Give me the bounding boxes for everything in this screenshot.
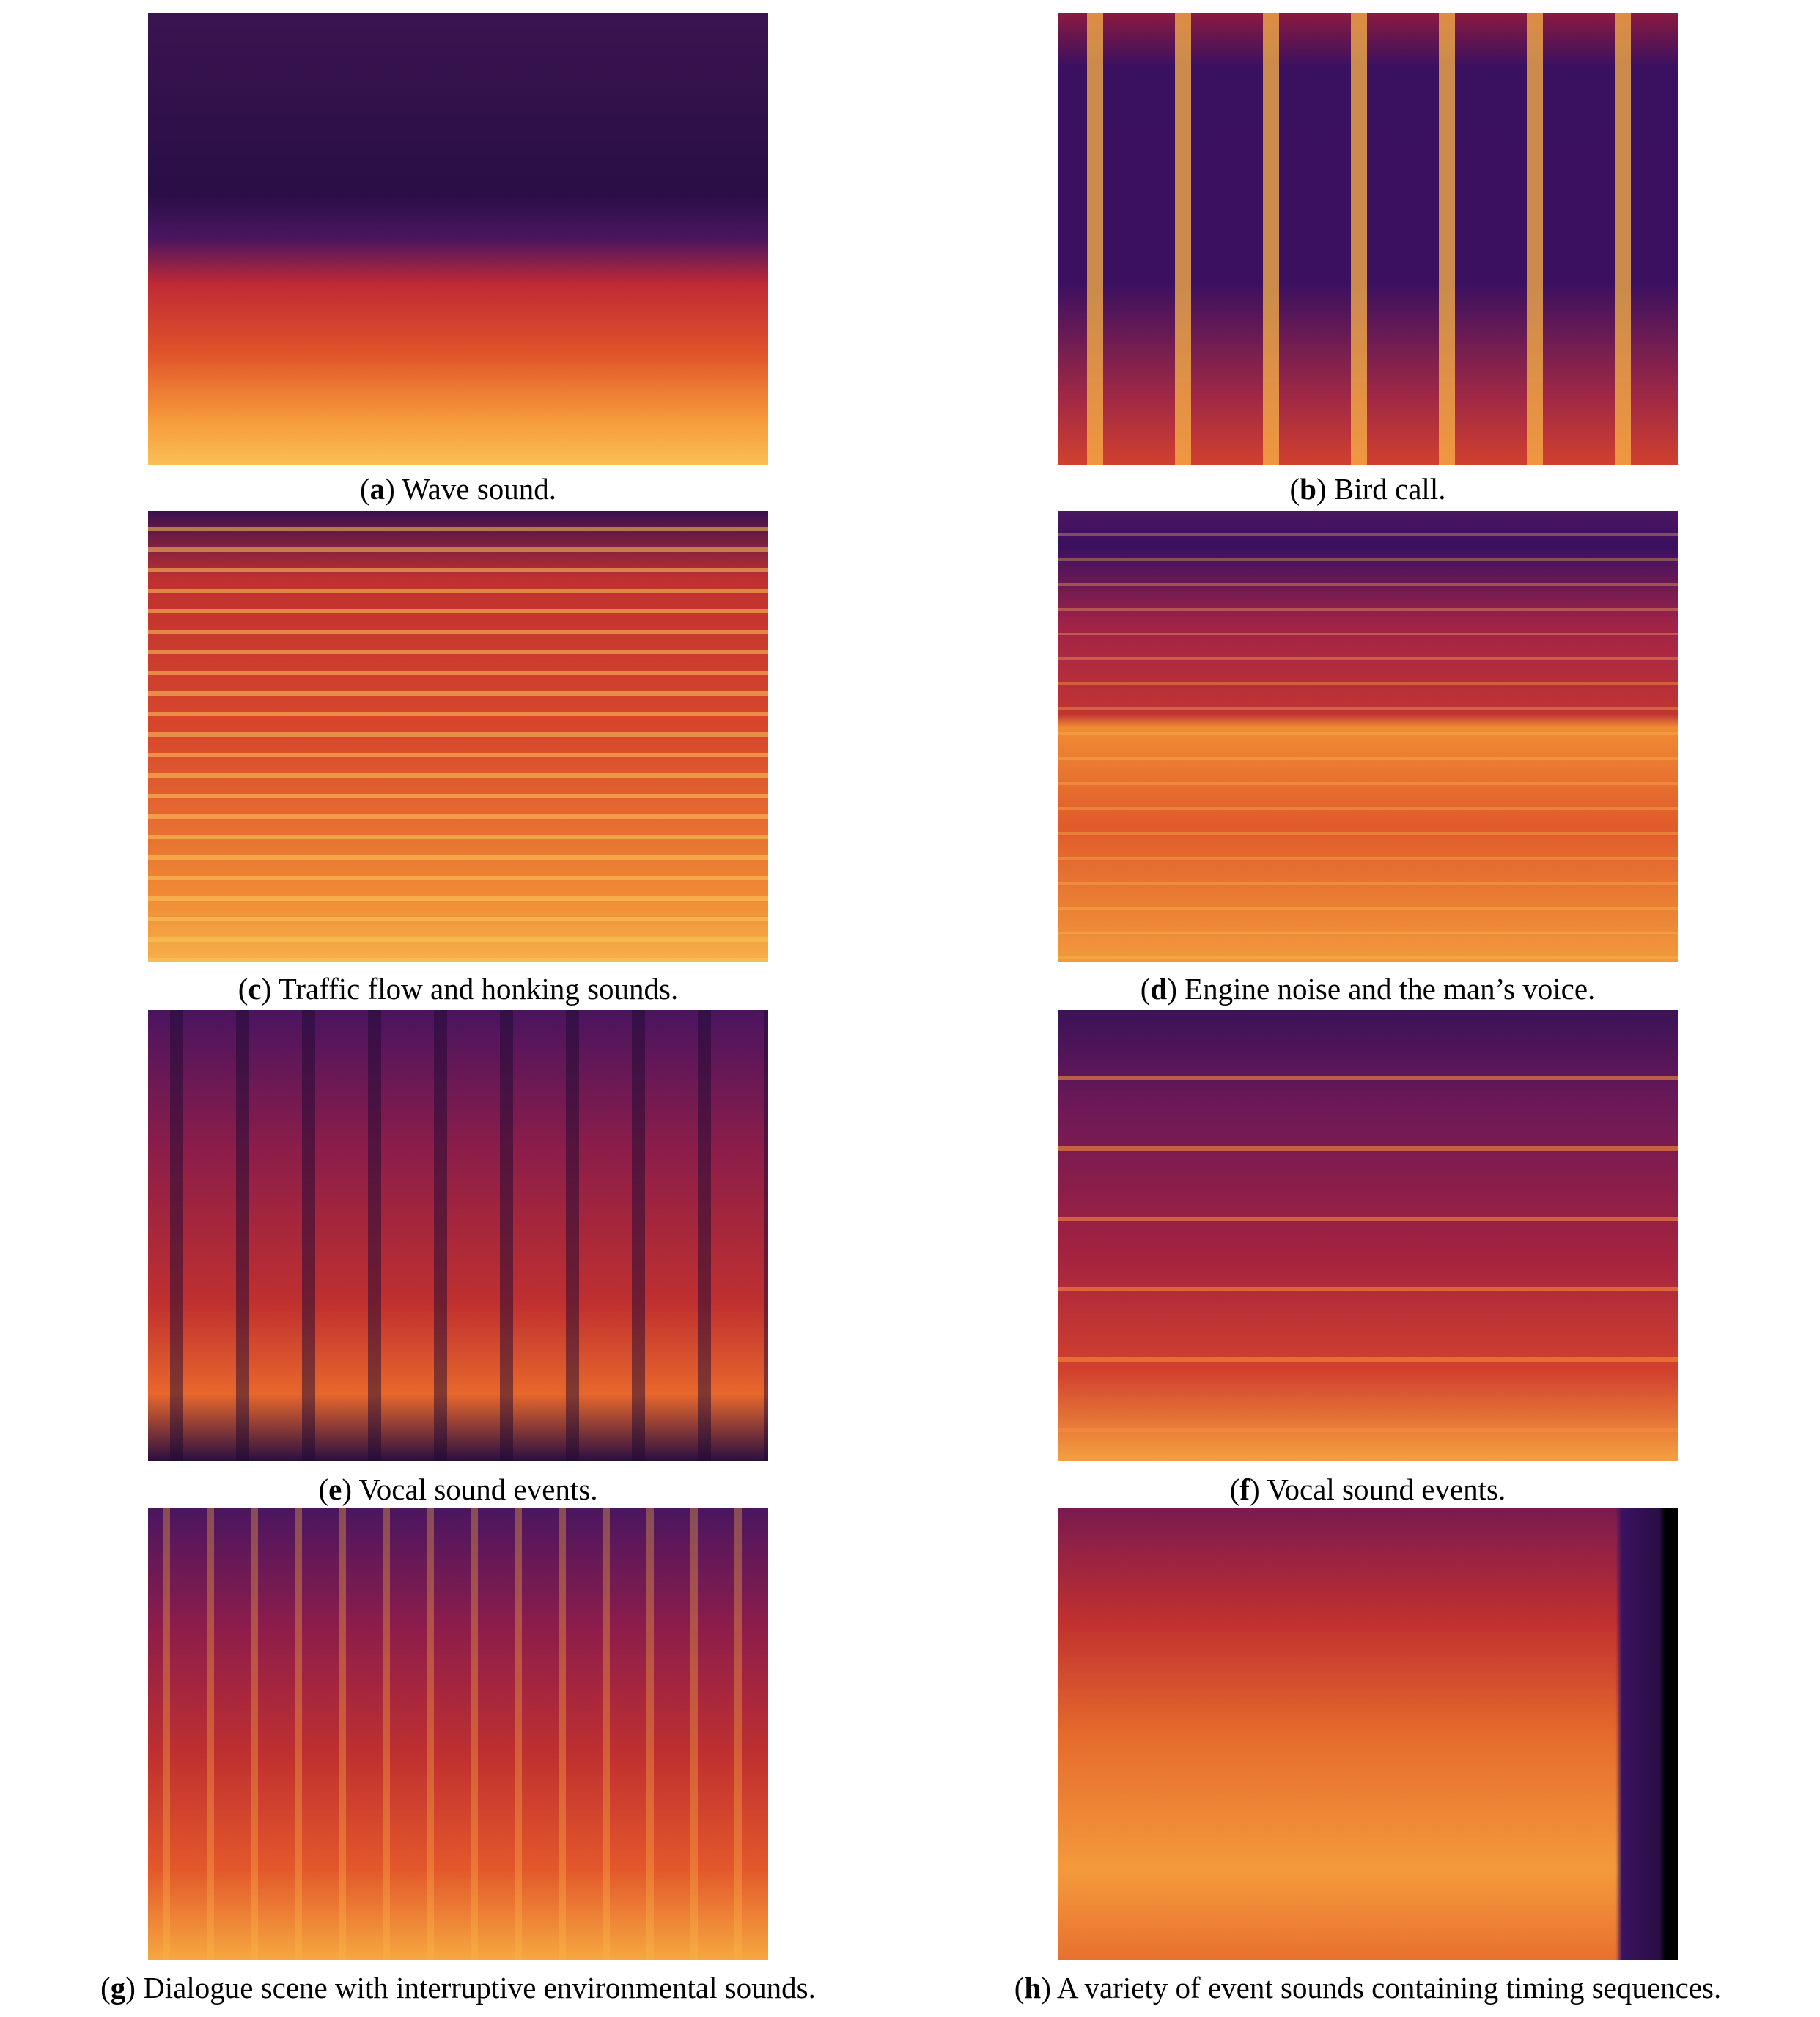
caption-open: (: [1140, 972, 1151, 1006]
spectrogram: [1058, 13, 1678, 465]
caption: (h) A variety of event sounds containing…: [1014, 1973, 1721, 2003]
caption-open: (: [1014, 1971, 1025, 2005]
caption-letter: g: [110, 1971, 126, 2005]
caption-letter: a: [369, 472, 386, 506]
caption-text: ) Dialogue scene with interruptive envir…: [125, 1971, 816, 2005]
caption-text: ) Bird call.: [1316, 472, 1446, 506]
caption-letter: b: [1300, 472, 1316, 506]
spectrogram: [1058, 511, 1678, 962]
caption: (b) Bird call.: [1290, 474, 1446, 504]
caption-open: (: [237, 972, 248, 1006]
caption-open: (: [359, 472, 370, 506]
caption-open: (: [1229, 1472, 1240, 1506]
caption: (c) Traffic flow and honking sounds.: [238, 974, 679, 1004]
spectrogram: [148, 1010, 768, 1461]
caption-letter: e: [328, 1472, 342, 1506]
caption: (a) Wave sound.: [360, 474, 556, 504]
caption-open: (: [100, 1971, 111, 2005]
caption-open: (: [1289, 472, 1300, 506]
caption: (f) Vocal sound events.: [1230, 1475, 1506, 1505]
caption-text: ) Engine noise and the man’s voice.: [1167, 972, 1596, 1006]
caption-text: ) Vocal sound events.: [1250, 1472, 1506, 1506]
caption-letter: d: [1150, 972, 1168, 1006]
caption: (g) Dialogue scene with interruptive env…: [100, 1973, 816, 2003]
caption-letter: c: [248, 972, 262, 1006]
caption-text: ) Wave sound.: [385, 472, 557, 506]
caption-text: ) Vocal sound events.: [342, 1472, 598, 1506]
caption-letter: f: [1239, 1472, 1250, 1506]
caption-text: ) A variety of event sounds containing t…: [1041, 1971, 1722, 2005]
spectrogram: [148, 1508, 768, 1960]
spectrogram: [1058, 1508, 1678, 1960]
caption: (d) Engine noise and the man’s voice.: [1141, 974, 1596, 1004]
caption-text: ) Traffic flow and honking sounds.: [261, 972, 679, 1006]
spectrogram: [148, 13, 768, 465]
spectrogram: [148, 511, 768, 962]
caption-letter: h: [1024, 1971, 1042, 2005]
spectrogram: [1058, 1010, 1678, 1461]
caption: (e) Vocal sound events.: [318, 1475, 597, 1505]
caption-open: (: [318, 1472, 329, 1506]
